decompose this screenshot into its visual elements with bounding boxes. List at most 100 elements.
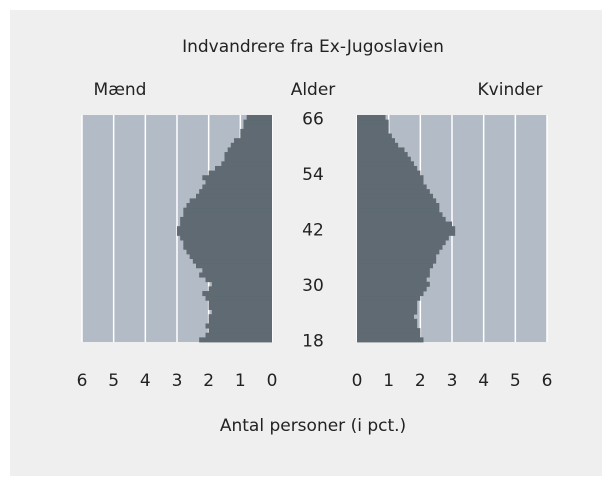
- bar: [357, 216, 446, 222]
- bar: [357, 323, 418, 329]
- bar: [357, 184, 427, 190]
- bar: [186, 203, 272, 209]
- bar: [227, 147, 272, 153]
- bar: [196, 193, 272, 199]
- bar: [357, 152, 408, 158]
- bar: [202, 267, 272, 273]
- bar: [177, 230, 272, 236]
- bar: [357, 337, 424, 343]
- bar: [357, 203, 440, 209]
- bar: [357, 212, 443, 218]
- bar: [357, 193, 433, 199]
- bar: [199, 189, 272, 195]
- bar: [215, 165, 272, 171]
- bar: [205, 332, 272, 338]
- bar: [357, 300, 418, 306]
- bar: [357, 175, 424, 181]
- bar: [357, 314, 414, 320]
- bar: [357, 277, 427, 283]
- bar: [211, 309, 272, 315]
- bar: [208, 286, 272, 292]
- bar: [208, 318, 272, 324]
- bar: [357, 235, 449, 241]
- bar: [357, 207, 440, 213]
- bar: [357, 295, 421, 301]
- bar: [230, 142, 272, 148]
- bar: [183, 207, 272, 213]
- x-tick-label: 3: [447, 371, 458, 391]
- bar: [357, 263, 433, 269]
- bar: [357, 249, 440, 255]
- bar: [357, 198, 437, 204]
- bar: [240, 133, 272, 139]
- bar: [186, 249, 272, 255]
- bar: [177, 226, 272, 232]
- bar: [205, 179, 272, 185]
- bar: [183, 244, 272, 250]
- bar: [211, 281, 272, 287]
- bar: [208, 300, 272, 306]
- y-tick-label: 30: [302, 276, 324, 296]
- bar: [357, 291, 424, 297]
- bar: [357, 189, 430, 195]
- bar: [357, 119, 389, 125]
- bar: [234, 138, 272, 144]
- bar: [357, 258, 437, 264]
- bar: [208, 314, 272, 320]
- x-axis-label: Antal personer (i pct.): [220, 416, 406, 436]
- x-tick-label: 5: [108, 371, 119, 391]
- x-tick-label: 4: [140, 371, 151, 391]
- bar: [180, 221, 272, 227]
- bar: [357, 272, 430, 278]
- bar: [192, 258, 272, 264]
- bar: [180, 235, 272, 241]
- x-tick-label: 1: [383, 371, 394, 391]
- bar: [357, 304, 418, 310]
- x-tick-label: 0: [267, 371, 278, 391]
- bar: [189, 198, 272, 204]
- bar: [202, 184, 272, 190]
- bar: [357, 115, 386, 121]
- y-tick-label: 18: [302, 332, 324, 352]
- y-axis-label: Alder: [291, 80, 336, 100]
- bar: [180, 216, 272, 222]
- bar: [357, 221, 452, 227]
- bar: [199, 272, 272, 278]
- bar: [357, 318, 418, 324]
- x-tick-label: 2: [415, 371, 426, 391]
- bar: [205, 323, 272, 329]
- bar: [205, 295, 272, 301]
- x-tick-label: 4: [478, 371, 489, 391]
- bar: [357, 165, 418, 171]
- bar: [208, 328, 272, 334]
- bar: [224, 152, 272, 158]
- bar: [357, 244, 443, 250]
- legend-label: Kvinder: [478, 80, 543, 100]
- bar: [246, 115, 272, 121]
- x-tick-label: 2: [203, 371, 214, 391]
- bar: [208, 170, 272, 176]
- bar: [357, 156, 411, 162]
- bar: [224, 156, 272, 162]
- bar: [357, 267, 430, 273]
- y-tick-label: 42: [302, 221, 324, 241]
- bar: [357, 161, 414, 167]
- bar: [205, 277, 272, 283]
- bar: [196, 263, 272, 269]
- bar: [357, 309, 418, 315]
- y-tick-label: 66: [302, 109, 324, 129]
- legend-label: Mænd: [94, 80, 147, 100]
- bar: [208, 304, 272, 310]
- bar: [243, 119, 272, 125]
- bar: [183, 240, 272, 246]
- bar: [199, 337, 272, 343]
- bar: [183, 212, 272, 218]
- bar: [357, 124, 389, 130]
- x-tick-label: 1: [235, 371, 246, 391]
- bar: [357, 281, 430, 287]
- bar: [357, 230, 456, 236]
- bar: [357, 128, 389, 134]
- x-tick-label: 3: [172, 371, 183, 391]
- bar: [221, 161, 272, 167]
